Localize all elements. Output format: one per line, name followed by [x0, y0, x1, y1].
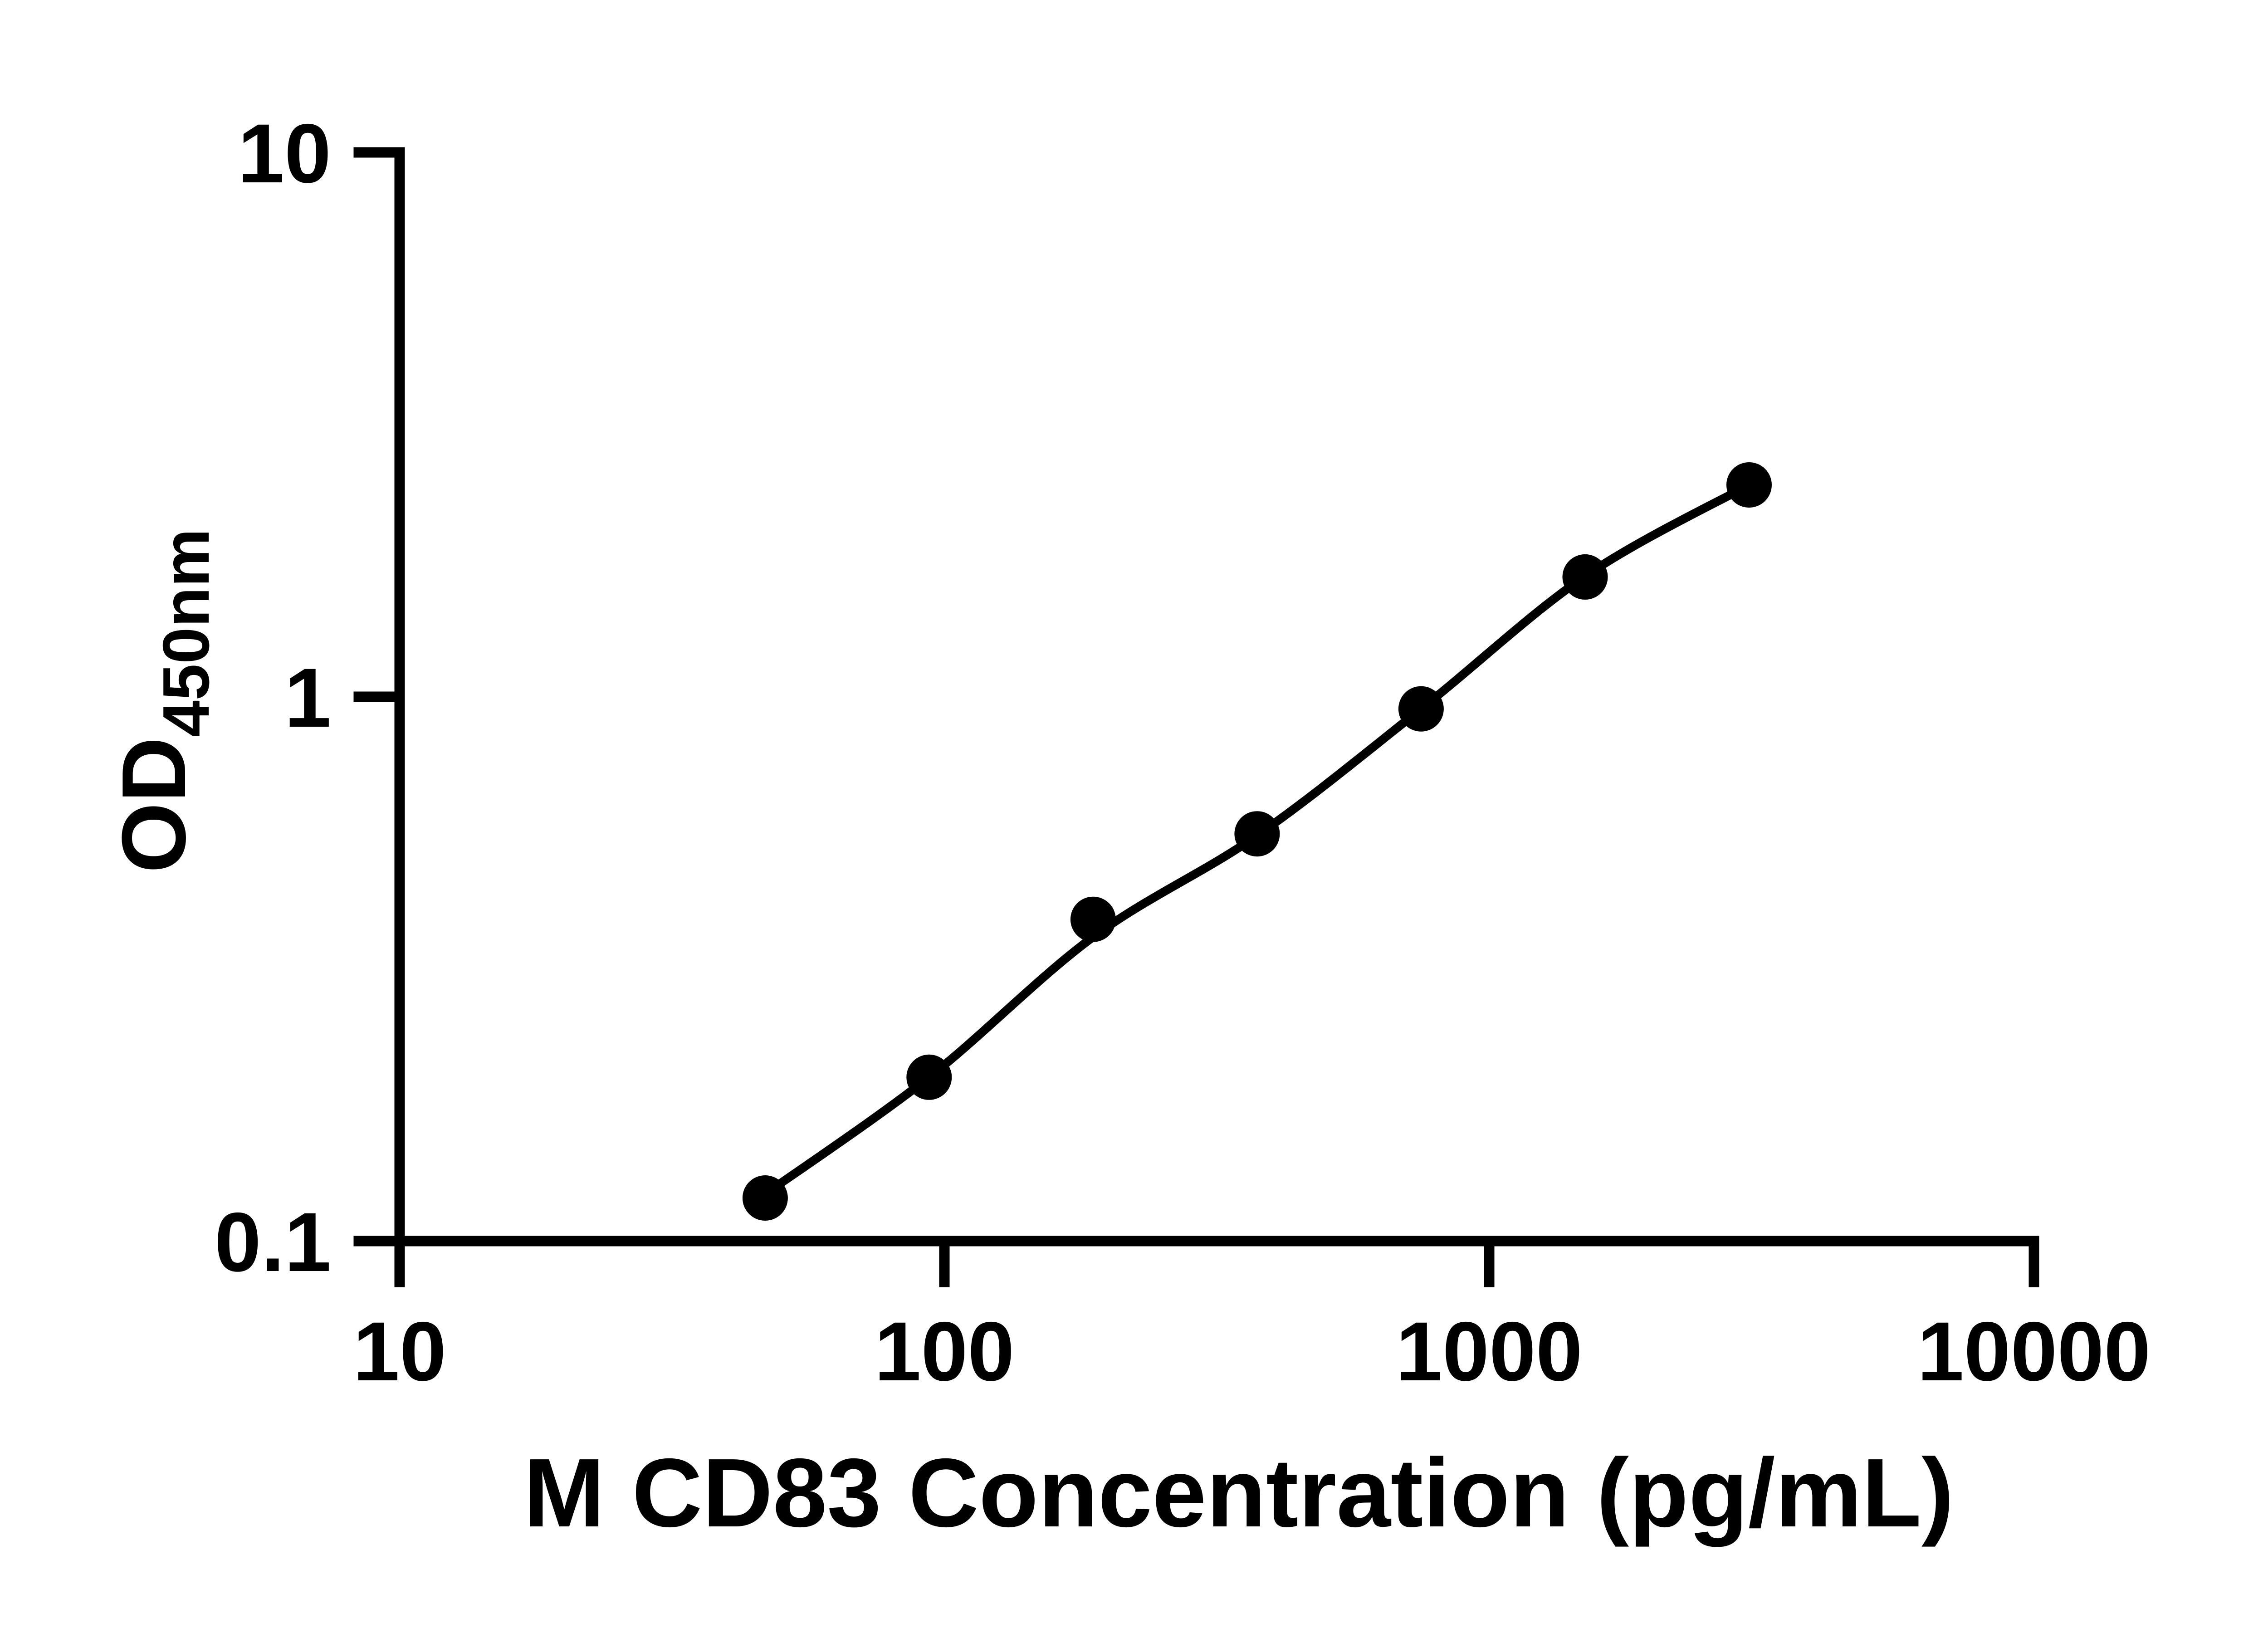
y-axis-title-sub: 450nm [149, 528, 223, 737]
data-point-marker [1562, 554, 1608, 600]
x-tick-label-10: 10 [353, 1305, 446, 1398]
y-tick-label-0.1: 0.1 [215, 1196, 331, 1289]
axes-group [353, 147, 2039, 1287]
y-tick-label-10: 10 [238, 107, 331, 200]
y-axis-title: OD450nm [103, 528, 223, 873]
x-tick-label-10000: 10000 [1917, 1305, 2151, 1398]
data-point-marker [1398, 686, 1444, 732]
data-point-marker [742, 1175, 788, 1221]
x-tick-label-100: 100 [875, 1305, 1015, 1398]
data-point-marker [1070, 896, 1116, 942]
x-tick-label-1000: 1000 [1396, 1305, 1583, 1398]
data-point-marker [1726, 462, 1772, 508]
y-tick-label-1: 1 [284, 651, 331, 745]
data-point-marker [906, 1054, 952, 1100]
series-group [742, 462, 1772, 1221]
x-axis-title: M CD83 Concentration (pg/mL) [523, 1438, 1954, 1547]
y-axis-title-main: OD [103, 737, 205, 873]
labels-group: 0.1 1 10 10 100 1000 10000 M CD83 Concen… [103, 107, 2151, 1547]
data-point-marker [1234, 811, 1280, 857]
